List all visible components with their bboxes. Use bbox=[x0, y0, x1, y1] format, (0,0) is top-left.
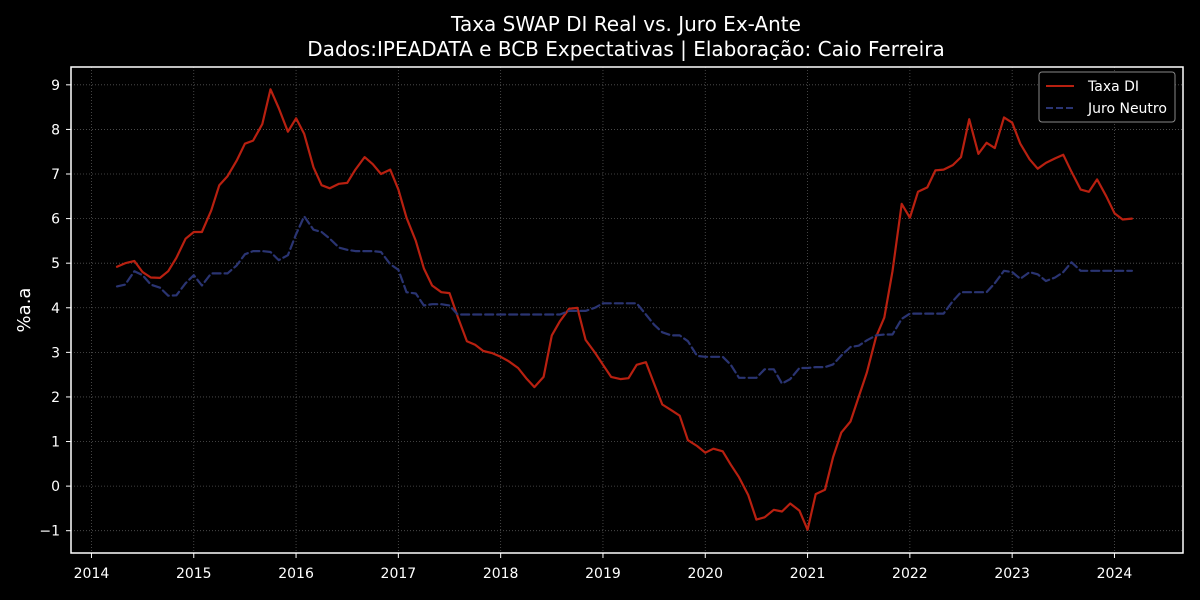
y-axis-label: %a.a bbox=[14, 288, 35, 333]
grid bbox=[71, 67, 1183, 553]
x-tick-label: 2021 bbox=[790, 566, 826, 582]
series-line-juro-neutro bbox=[115, 215, 1134, 385]
x-tick-label: 2017 bbox=[381, 566, 417, 582]
x-tick-label: 2018 bbox=[483, 566, 519, 582]
x-tick-label: 2022 bbox=[892, 566, 928, 582]
legend-label-juro-neutro: Juro Neutro bbox=[1087, 101, 1167, 117]
chart-subtitle: Dados:IPEADATA e BCB Expectativas | Elab… bbox=[307, 37, 944, 61]
y-tick-label: 6 bbox=[51, 212, 60, 228]
titles: Taxa SWAP DI Real vs. Juro Ex-Ante Dados… bbox=[307, 12, 944, 61]
y-tick-label: 8 bbox=[51, 122, 60, 138]
x-tick-label: 2015 bbox=[176, 566, 212, 582]
y-axis: −1 0 1 2 3 4 5 6 7 8 9 bbox=[39, 78, 71, 540]
x-tick-label: 2014 bbox=[74, 566, 110, 582]
y-tick-label: 5 bbox=[51, 256, 60, 272]
x-tick-label: 2019 bbox=[585, 566, 621, 582]
y-tick-label: 4 bbox=[51, 301, 60, 317]
y-tick-label: −1 bbox=[39, 524, 60, 540]
legend-label-taxa-di: Taxa DI bbox=[1087, 79, 1139, 95]
series-line-taxa-di bbox=[115, 88, 1134, 531]
x-tick-label: 2016 bbox=[278, 566, 314, 582]
x-axis: 2014 2015 2016 2017 2018 2019 2020 2021 2022 2023… bbox=[74, 553, 1133, 582]
y-tick-label: 7 bbox=[51, 167, 60, 183]
y-tick-label: 9 bbox=[51, 78, 60, 94]
y-tick-label: 1 bbox=[51, 435, 60, 451]
y-tick-label: 3 bbox=[51, 345, 60, 361]
y-tick-label: 0 bbox=[51, 479, 60, 495]
plot-frame bbox=[70, 66, 1184, 554]
x-tick-label: 2023 bbox=[994, 566, 1030, 582]
y-tick-label: 2 bbox=[51, 390, 60, 406]
legend-box bbox=[1038, 71, 1176, 123]
x-tick-label: 2024 bbox=[1097, 566, 1133, 582]
plot-area bbox=[115, 88, 1134, 531]
chart-title: Taxa SWAP DI Real vs. Juro Ex-Ante bbox=[450, 12, 801, 36]
legend: Taxa DI Juro Neutro bbox=[1038, 71, 1176, 123]
x-tick-label: 2020 bbox=[687, 566, 723, 582]
